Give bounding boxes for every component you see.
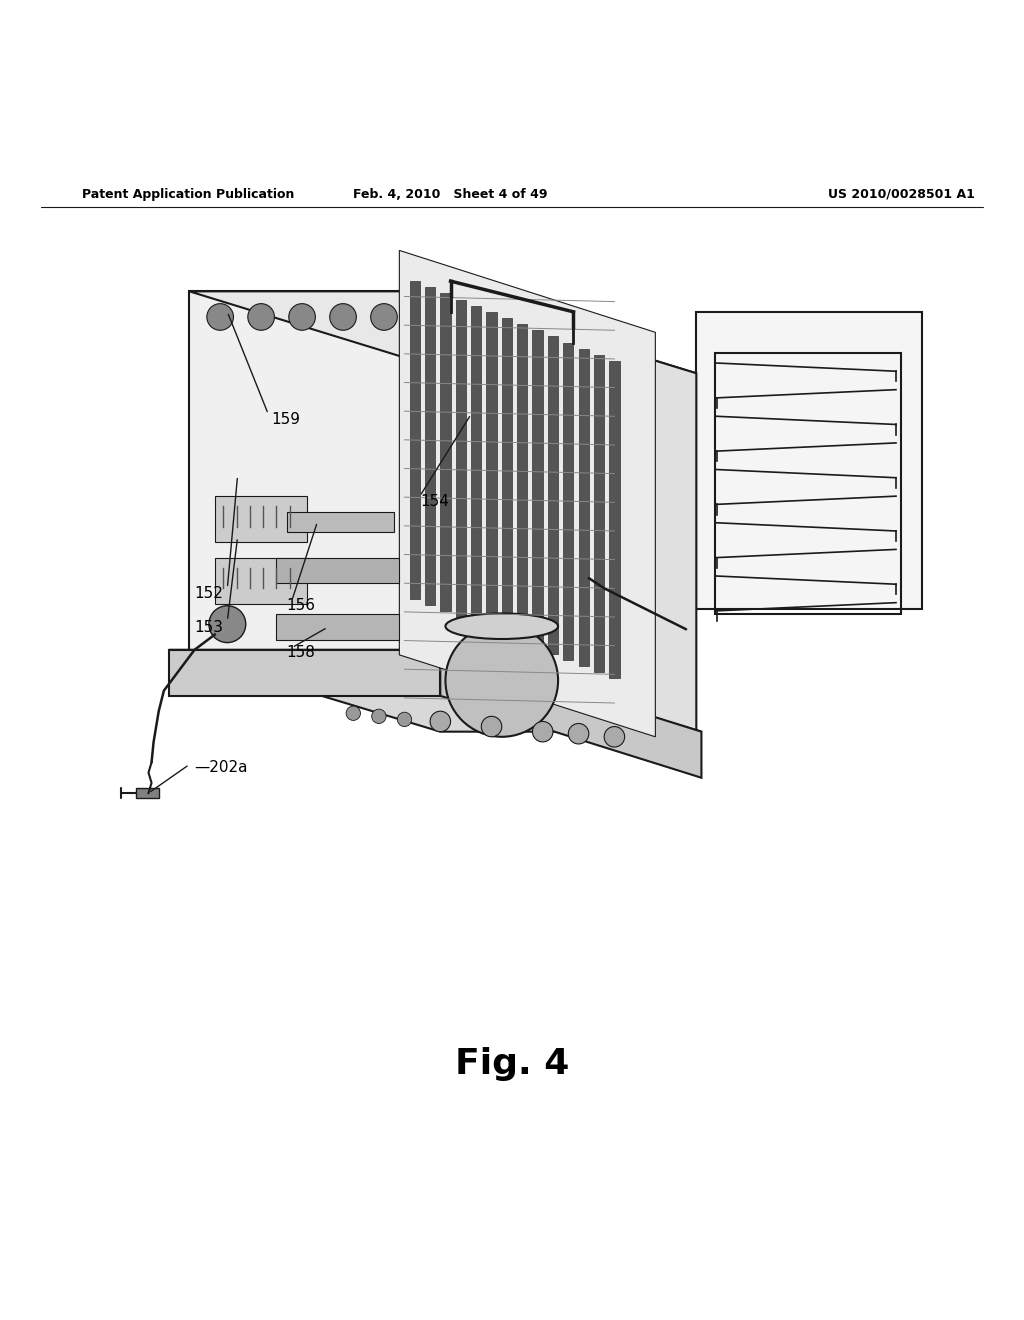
Polygon shape (548, 337, 558, 653)
Polygon shape (410, 281, 420, 598)
Polygon shape (594, 355, 604, 672)
Polygon shape (486, 312, 497, 630)
Ellipse shape (445, 614, 558, 639)
Text: 152: 152 (195, 586, 223, 601)
Circle shape (397, 713, 412, 726)
Text: 159: 159 (271, 412, 300, 426)
Polygon shape (563, 343, 573, 660)
Text: 154: 154 (420, 494, 449, 508)
Text: 153: 153 (195, 619, 223, 635)
Circle shape (430, 711, 451, 731)
Polygon shape (502, 318, 512, 635)
Text: US 2010/0028501 A1: US 2010/0028501 A1 (827, 187, 975, 201)
Polygon shape (430, 292, 696, 742)
Text: Feb. 4, 2010   Sheet 4 of 49: Feb. 4, 2010 Sheet 4 of 49 (353, 187, 548, 201)
Circle shape (568, 723, 589, 744)
Polygon shape (169, 649, 701, 731)
Polygon shape (189, 292, 430, 660)
Text: Patent Application Publication: Patent Application Publication (82, 187, 294, 201)
Polygon shape (215, 557, 307, 603)
Polygon shape (440, 649, 701, 777)
Polygon shape (532, 330, 543, 648)
Polygon shape (440, 293, 451, 611)
Circle shape (209, 606, 246, 643)
Circle shape (248, 304, 274, 330)
Polygon shape (696, 312, 922, 609)
Polygon shape (471, 306, 481, 623)
Polygon shape (579, 348, 589, 667)
Circle shape (346, 706, 360, 721)
Circle shape (532, 722, 553, 742)
Polygon shape (609, 360, 620, 678)
Text: Fig. 4: Fig. 4 (455, 1048, 569, 1081)
Circle shape (445, 624, 558, 737)
Polygon shape (287, 512, 394, 532)
Text: 156: 156 (287, 598, 315, 614)
Text: —202a: —202a (195, 760, 248, 775)
Polygon shape (399, 251, 655, 737)
Circle shape (604, 726, 625, 747)
Polygon shape (169, 649, 440, 696)
Polygon shape (276, 557, 399, 583)
Polygon shape (456, 300, 466, 616)
Circle shape (289, 304, 315, 330)
Polygon shape (517, 325, 527, 642)
Circle shape (371, 304, 397, 330)
Circle shape (481, 717, 502, 737)
Text: 158: 158 (287, 645, 315, 660)
Circle shape (372, 709, 386, 723)
Circle shape (207, 304, 233, 330)
Polygon shape (189, 292, 696, 374)
Polygon shape (136, 788, 159, 799)
Polygon shape (276, 614, 399, 639)
Circle shape (330, 304, 356, 330)
Polygon shape (425, 288, 435, 605)
Polygon shape (215, 496, 307, 543)
